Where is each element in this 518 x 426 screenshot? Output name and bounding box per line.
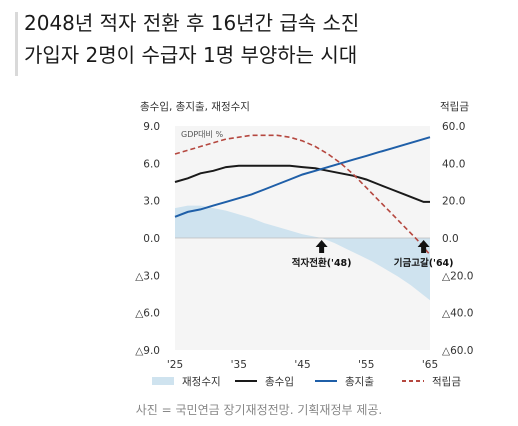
- series-line-총수입: [174, 164, 430, 203]
- headline-line-1: 2048년 적자 전환 후 16년간 급속 소진: [24, 11, 360, 35]
- headline-line-2: 가입자 2명이 수급자 1명 부양하는 시대: [24, 43, 358, 67]
- y-right-tick: △20.0: [442, 270, 473, 282]
- y-left-tick: 0.0: [143, 233, 160, 245]
- legend-label: 적립금: [432, 375, 461, 388]
- annotation-arrow: [417, 240, 430, 253]
- y-left-tick: 3.0: [143, 196, 160, 208]
- x-tick: '35: [231, 359, 247, 371]
- x-tick: '45: [294, 359, 310, 371]
- headline-accent-bar: [15, 12, 18, 76]
- unit-label: GDP대비 %: [181, 130, 223, 139]
- y-left-tick: 6.0: [143, 158, 160, 170]
- legend-label: 재정수지: [182, 376, 221, 388]
- y-right-tick: △60.0: [442, 345, 473, 357]
- y-left-tick: △9.0: [135, 345, 160, 357]
- photo-caption: 사진 = 국민연금 장기재정전망. 기획재정부 제공.: [135, 403, 383, 417]
- series-line-적립금: [174, 134, 431, 256]
- right-axis-title: 적립금: [440, 100, 469, 113]
- annotation-label: 기금고갈('64): [394, 257, 454, 269]
- y-right-tick: 60.0: [442, 121, 465, 133]
- series-area-재정수지: [175, 205, 430, 301]
- y-right-tick: 0.0: [442, 233, 459, 245]
- annotation-label: 적자전환('48): [292, 257, 352, 269]
- annotation-arrow: [315, 240, 328, 253]
- y-right-tick: △40.0: [442, 308, 473, 320]
- y-left-tick: 9.0: [143, 121, 160, 133]
- y-left-tick: △6.0: [135, 308, 160, 320]
- legend-label: 총지출: [345, 376, 374, 388]
- series-line-총지출: [174, 136, 431, 218]
- legend-swatch: [152, 377, 174, 385]
- y-right-tick: 20.0: [442, 196, 465, 208]
- x-tick: '55: [358, 359, 374, 371]
- x-tick: '25: [167, 359, 183, 371]
- x-tick: '65: [422, 359, 438, 371]
- y-left-tick: △3.0: [135, 270, 160, 282]
- y-right-tick: 40.0: [442, 158, 465, 170]
- left-axis-title: 총수입, 총지출, 재정수지: [140, 100, 250, 113]
- legend-label: 총수입: [265, 375, 294, 388]
